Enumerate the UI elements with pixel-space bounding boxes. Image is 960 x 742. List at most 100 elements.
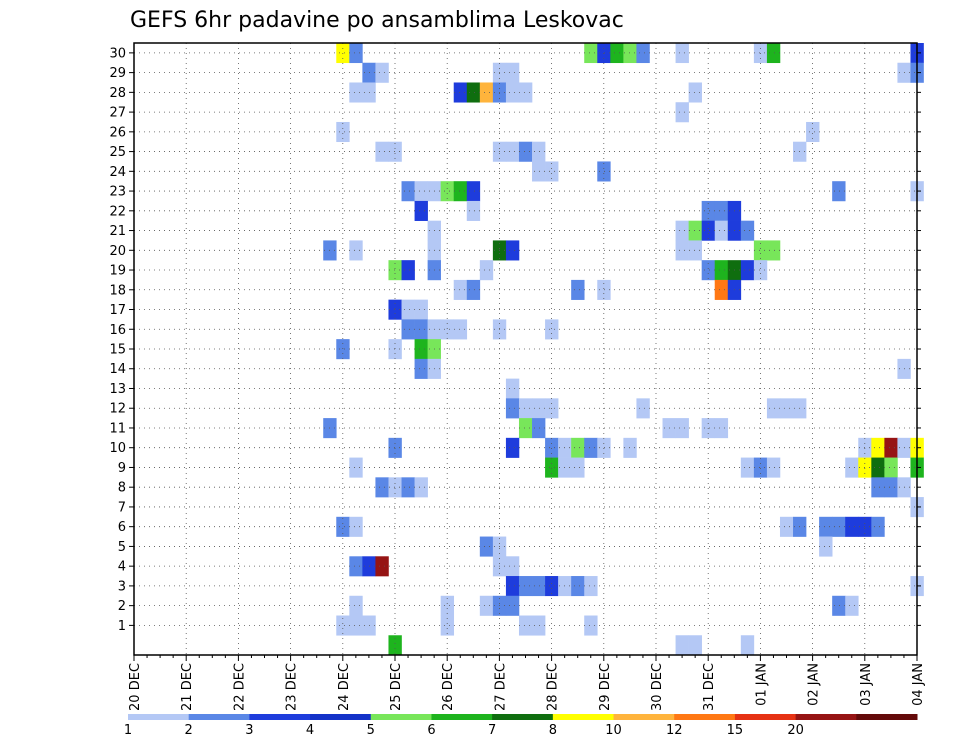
- y-tick-label: 28: [109, 86, 126, 101]
- precip-cell: [545, 437, 559, 458]
- precip-cell: [414, 477, 428, 498]
- x-tick-label: 27 DEC: [493, 663, 508, 711]
- precip-cell: [532, 576, 546, 597]
- y-tick-label: 30: [109, 46, 126, 61]
- precip-cell: [871, 437, 885, 458]
- precip-cell: [375, 141, 389, 162]
- precip-cell: [623, 437, 637, 458]
- precip-cell: [714, 220, 729, 241]
- precip-cell: [845, 595, 859, 616]
- precip-cell: [388, 141, 402, 162]
- precip-cell: [518, 418, 533, 439]
- precip-cell: [388, 260, 402, 281]
- precip-cell: [545, 576, 559, 597]
- y-tick-label: 15: [109, 343, 126, 358]
- precip-cell: [753, 457, 768, 478]
- precip-cell: [388, 477, 402, 498]
- precip-cell: [832, 516, 846, 537]
- colorbar-label: 12: [666, 723, 683, 738]
- precip-cell: [505, 556, 520, 577]
- y-tick-label: 8: [118, 481, 126, 496]
- precip-cell: [832, 595, 846, 616]
- precip-cell: [505, 141, 520, 162]
- precip-cell: [714, 418, 729, 439]
- precip-cell: [545, 457, 559, 478]
- x-tick-label: 20 DEC: [128, 663, 143, 711]
- precip-cell: [584, 615, 598, 636]
- colorbar-swatch: [128, 714, 190, 720]
- precip-cell: [414, 200, 428, 221]
- precip-cell: [740, 260, 755, 281]
- precip-cell: [479, 82, 494, 103]
- colorbar-label: 2: [185, 723, 193, 738]
- colorbar-label: 3: [245, 723, 253, 738]
- y-tick-label: 5: [118, 540, 126, 555]
- colorbar: 1 2 3 4 5 6 7 8 10 12 15 20: [124, 714, 918, 738]
- precip-cell: [401, 319, 415, 340]
- precip-cell: [466, 200, 481, 221]
- colorbar-label: 8: [549, 723, 557, 738]
- precip-cell: [349, 615, 363, 636]
- precip-cell: [819, 536, 833, 557]
- y-tick-label: 6: [118, 520, 126, 535]
- precip-cell: [532, 398, 546, 419]
- colorbar-swatch: [856, 714, 918, 720]
- precip-cell: [518, 82, 533, 103]
- colorbar-swatch: [431, 714, 493, 720]
- precip-cell: [532, 141, 546, 162]
- precip-cell: [766, 240, 781, 261]
- precip-cell: [779, 398, 794, 419]
- precip-cell: [610, 43, 624, 64]
- precip-cell: [440, 615, 455, 636]
- precip-cell: [414, 339, 428, 360]
- precip-cell: [479, 595, 494, 616]
- precip-cell: [479, 536, 494, 557]
- precip-cell: [532, 418, 546, 439]
- precip-cell: [753, 260, 768, 281]
- colorbar-swatch: [492, 714, 554, 720]
- precip-cell: [766, 457, 781, 478]
- x-tick-label: 26 DEC: [441, 663, 456, 711]
- y-tick-label: 18: [109, 283, 126, 298]
- precip-cell: [675, 240, 689, 261]
- precip-cell: [766, 43, 781, 64]
- x-tick-label: 24 DEC: [337, 663, 352, 711]
- colorbar-label: 10: [605, 723, 622, 738]
- precip-cell: [440, 181, 455, 202]
- precip-cell: [571, 437, 585, 458]
- heatmap-cells: [323, 43, 924, 656]
- precip-cell: [532, 161, 546, 182]
- precip-cell: [518, 398, 533, 419]
- precip-cell: [388, 299, 402, 320]
- precip-cell: [701, 200, 716, 221]
- precip-cell: [584, 437, 598, 458]
- x-tick-label: 22 DEC: [232, 663, 247, 711]
- x-tick-label: 02 JAN: [807, 663, 822, 706]
- colorbar-label: 6: [427, 723, 435, 738]
- precip-cell: [466, 279, 481, 300]
- precip-cell: [623, 43, 637, 64]
- precip-cell: [414, 358, 428, 379]
- precip-cell: [779, 516, 794, 537]
- precip-cell: [688, 635, 702, 656]
- x-tick-label: 03 JAN: [859, 663, 874, 706]
- precip-cell: [414, 319, 428, 340]
- x-tick-label: 25 DEC: [389, 663, 404, 711]
- chart-title: GEFS 6hr padavine po ansamblima Leskovac: [130, 8, 624, 33]
- y-tick-label: 17: [109, 303, 126, 318]
- y-tick-label: 26: [109, 125, 126, 140]
- precip-cell: [806, 121, 820, 143]
- precip-cell: [532, 615, 546, 636]
- precip-cell: [518, 141, 533, 162]
- precip-cell: [479, 260, 494, 281]
- x-axis: 20 DEC 21 DEC 22 DEC 23 DEC 24 DEC 25 DEC 26 D…: [128, 655, 926, 711]
- x-tick-label: 04 JAN: [911, 663, 926, 706]
- precip-cell: [845, 457, 859, 478]
- precip-cell: [375, 62, 389, 83]
- precip-cell: [571, 457, 585, 478]
- precip-cell: [636, 398, 650, 419]
- precip-cell: [388, 437, 402, 458]
- precip-cell: [349, 595, 363, 616]
- precip-cell: [740, 457, 755, 478]
- precip-cell: [505, 576, 520, 597]
